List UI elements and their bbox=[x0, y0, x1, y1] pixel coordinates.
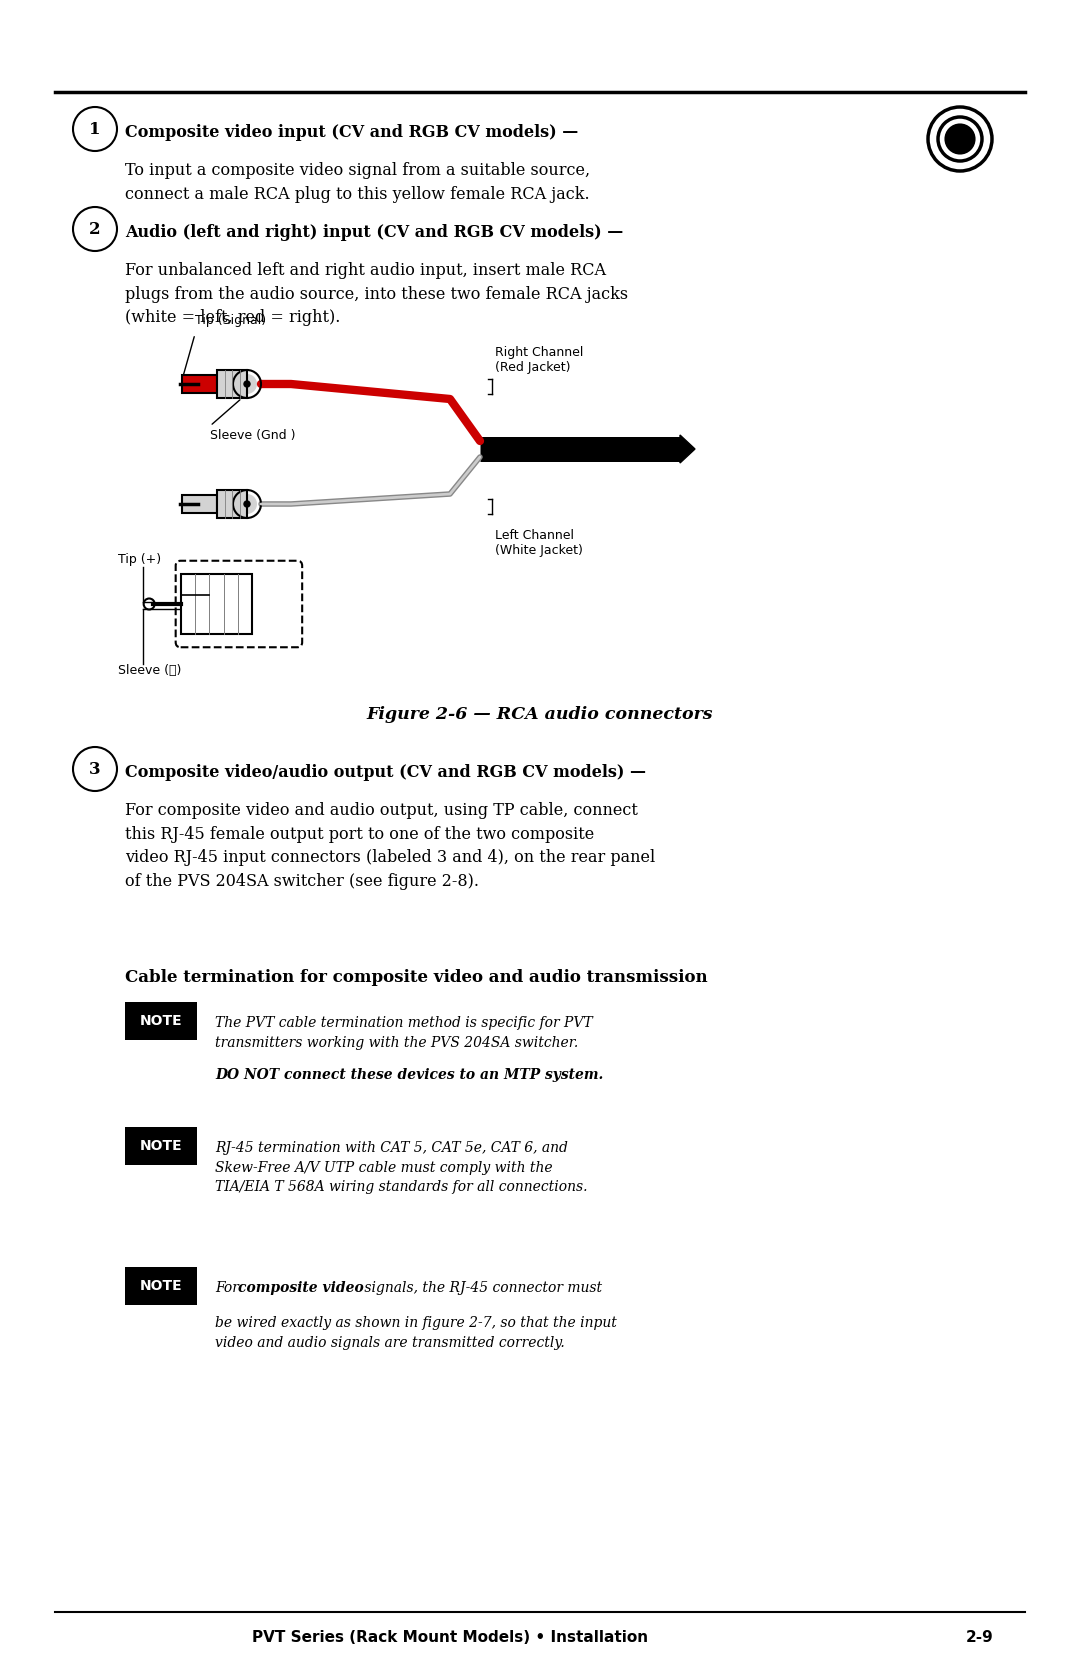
Text: Figure 2-6 — RCA audio connectors: Figure 2-6 — RCA audio connectors bbox=[367, 706, 713, 723]
Text: 1: 1 bbox=[90, 120, 100, 137]
Text: Composite video/audio output (CV and RGB CV models) —: Composite video/audio output (CV and RGB… bbox=[125, 764, 646, 781]
FancyBboxPatch shape bbox=[125, 1127, 197, 1165]
Text: PVT Series (Rack Mount Models) • Installation: PVT Series (Rack Mount Models) • Install… bbox=[252, 1629, 648, 1644]
Circle shape bbox=[950, 129, 970, 149]
Text: NOTE: NOTE bbox=[139, 1278, 183, 1293]
Bar bbox=[180, 574, 252, 634]
Text: DO NOT connect these devices to an MTP system.: DO NOT connect these devices to an MTP s… bbox=[215, 1068, 604, 1082]
Text: signals, the RJ-45 connector must: signals, the RJ-45 connector must bbox=[360, 1282, 603, 1295]
Text: NOTE: NOTE bbox=[139, 1138, 183, 1153]
FancyBboxPatch shape bbox=[183, 376, 217, 392]
Text: be wired exactly as shown in figure 2-7, so that the input
video and audio signa: be wired exactly as shown in figure 2-7,… bbox=[215, 1315, 617, 1350]
FancyBboxPatch shape bbox=[125, 1001, 197, 1040]
Text: Tip (Signal): Tip (Signal) bbox=[195, 314, 266, 327]
Text: NOTE: NOTE bbox=[139, 1015, 183, 1028]
Text: For composite video and audio output, using TP cable, connect
this RJ-45 female : For composite video and audio output, us… bbox=[125, 803, 656, 890]
FancyBboxPatch shape bbox=[125, 1267, 197, 1305]
Text: Left Channel
(White Jacket): Left Channel (White Jacket) bbox=[495, 529, 583, 557]
Text: RJ-45 termination with CAT 5, CAT 5e, CAT 6, and
Skew-Free A/V UTP cable must co: RJ-45 termination with CAT 5, CAT 5e, CA… bbox=[215, 1142, 588, 1193]
Circle shape bbox=[237, 494, 257, 514]
Text: Composite video input (CV and RGB CV models) —: Composite video input (CV and RGB CV mod… bbox=[125, 124, 578, 140]
Circle shape bbox=[244, 501, 249, 507]
Text: The PVT cable termination method is specific for PVT
transmitters working with t: The PVT cable termination method is spec… bbox=[215, 1016, 593, 1070]
Text: For unbalanced left and right audio input, insert male RCA
plugs from the audio : For unbalanced left and right audio inpu… bbox=[125, 262, 629, 325]
Text: composite video: composite video bbox=[238, 1282, 364, 1295]
Polygon shape bbox=[680, 436, 696, 462]
Text: To input a composite video signal from a suitable source,
connect a male RCA plu: To input a composite video signal from a… bbox=[125, 162, 590, 202]
FancyBboxPatch shape bbox=[217, 371, 247, 397]
FancyBboxPatch shape bbox=[217, 491, 247, 517]
Text: 2-9: 2-9 bbox=[967, 1629, 994, 1644]
Text: 2: 2 bbox=[90, 220, 100, 237]
Text: Sleeve (⏚): Sleeve (⏚) bbox=[118, 664, 181, 678]
Text: Sleeve (Gnd ): Sleeve (Gnd ) bbox=[210, 429, 296, 442]
Text: Right Channel
(Red Jacket): Right Channel (Red Jacket) bbox=[495, 345, 583, 374]
Text: Cable termination for composite video and audio transmission: Cable termination for composite video an… bbox=[125, 970, 707, 986]
FancyBboxPatch shape bbox=[183, 496, 217, 512]
Text: For: For bbox=[215, 1282, 243, 1295]
Text: 3: 3 bbox=[90, 761, 100, 778]
Text: Audio (left and right) input (CV and RGB CV models) —: Audio (left and right) input (CV and RGB… bbox=[125, 224, 623, 240]
Circle shape bbox=[244, 381, 249, 387]
Circle shape bbox=[237, 374, 257, 394]
Text: Tip (+): Tip (+) bbox=[118, 552, 161, 566]
